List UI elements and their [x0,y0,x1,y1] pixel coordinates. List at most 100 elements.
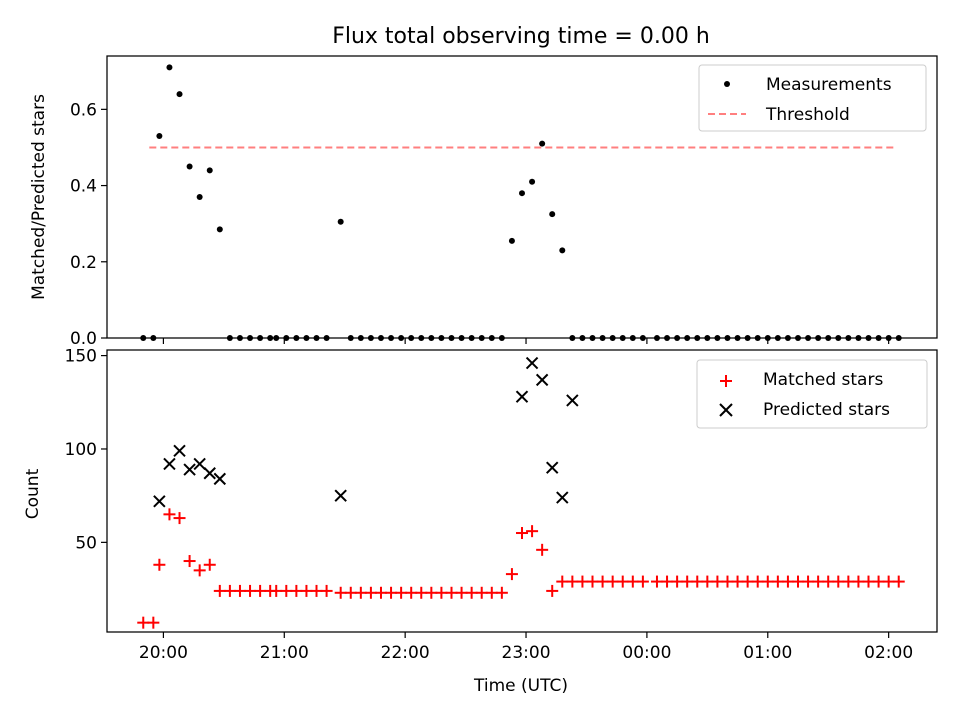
top-y-tick-label: 0.2 [70,253,97,273]
measurement-point [549,211,556,218]
matched-star-point [586,575,599,588]
measurement-point [448,335,455,341]
measurement-point [825,335,832,341]
matched-star-point [566,575,579,588]
top-y-tick-label: 0.0 [70,329,97,349]
measurement-point [398,335,405,341]
measurement-point [569,335,576,341]
measurement-point [784,335,791,341]
measurement-point [438,335,445,341]
matched-star-point [485,586,498,599]
measurement-point [176,91,183,98]
top-legend: Measurements Threshold [698,64,927,132]
matched-star-point [505,568,518,581]
matched-star-point [701,575,714,588]
matched-star-point [374,586,387,599]
measurement-point [458,335,465,341]
x-axis-ticks: 20:00 21:00 22:00 23:00 00:00 01:00 02:00 [139,632,913,663]
measurement-point [724,335,731,341]
matched-star-point [495,586,508,599]
measurement-point [599,335,606,341]
measurement-point [875,335,882,341]
measurement-point [337,218,344,225]
measurement-point [815,335,822,341]
bottom-legend: Matched stars Predicted stars [696,359,928,429]
bottom-y-tick-label: 50 [75,533,97,553]
measurement-point [835,335,842,341]
measurement-point [855,335,862,341]
measurement-point [734,335,741,341]
matched-star-point [711,575,724,588]
matched-star-point [137,616,150,629]
predicted-star-point [566,394,579,407]
matched-star-point [892,575,905,588]
x-tick-label: 20:00 [139,643,188,663]
measurement-point [488,335,495,341]
matched-star-point [691,575,704,588]
matched-star-point [671,575,684,588]
measurement-point [408,335,415,341]
matched-star-point [576,575,589,588]
x-axis-label: Time (UTC) [473,676,568,696]
measurement-point [794,335,801,341]
measurement-point [156,133,163,140]
matched-star-point [395,586,408,599]
x-tick-label: 00:00 [622,643,671,663]
matched-star-point [872,575,885,588]
measurement-point [865,335,872,341]
matched-star-point [852,575,865,588]
predicted-star-point [193,457,206,471]
measurement-point [303,335,310,341]
top-legend-frame [698,64,927,132]
measurement-point [498,335,505,341]
matched-star-point [354,586,367,599]
predicted-star-point [163,457,176,471]
legend-measurements-marker [724,81,730,87]
legend-measurements-label: Measurements [766,75,892,95]
measurement-point [428,335,435,341]
matched-star-point [455,586,468,599]
measurement-point [609,335,616,341]
measurement-point [468,335,475,341]
x-tick-label: 01:00 [743,643,792,663]
matched-star-point [310,584,323,597]
matched-star-point [320,584,333,597]
measurement-point [257,335,264,341]
matched-star-point [183,555,196,568]
measurement-point [226,335,233,341]
predicted-star-point [535,373,549,387]
bottom-legend-frame [696,359,928,429]
top-y-tick-label: 0.4 [70,177,97,197]
measurement-point [885,335,892,341]
measurement-point [619,335,626,341]
matched-star-point [163,508,176,521]
top-y-axis-label: Matched/Predicted stars [29,94,49,300]
matched-star-point [173,512,186,525]
top-y-tick-label: 0.6 [70,100,97,120]
matched-star-point [661,575,674,588]
matched-star-point [203,558,216,571]
matched-star-point [626,575,639,588]
predicted-star-point [334,489,347,502]
matched-star-point [761,575,774,588]
matched-star-point [415,586,428,599]
matched-star-point [445,586,458,599]
measurement-point [764,335,771,341]
matched-star-point [364,586,377,599]
matched-star-point [254,584,267,597]
x-tick-label: 23:00 [502,643,551,663]
matched-star-point [213,584,226,597]
predicted-star-point [213,472,227,486]
measurement-point [714,335,721,341]
matched-star-point [812,575,825,588]
matched-star-point [334,586,347,599]
measurement-point [273,335,280,341]
matched-star-point [465,586,478,599]
measurement-point [367,335,374,341]
count-points [137,356,905,629]
measurement-point [579,335,586,341]
predicted-star-point [173,444,186,458]
matched-star-point [270,584,283,597]
measurement-point [653,335,660,341]
